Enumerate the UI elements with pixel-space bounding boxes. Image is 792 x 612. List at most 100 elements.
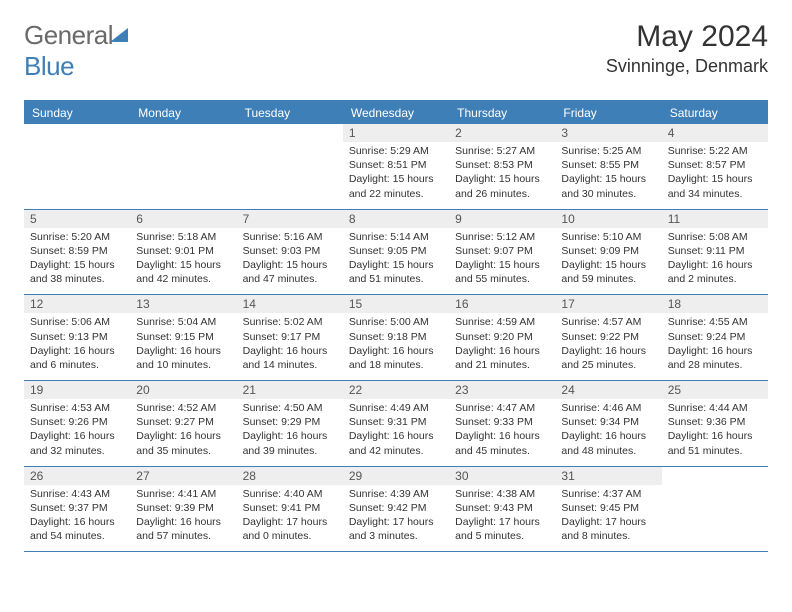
sunset-text: Sunset: 9:17 PM — [243, 330, 337, 344]
day-cell: 10Sunrise: 5:10 AMSunset: 9:09 PMDayligh… — [555, 210, 661, 295]
day-cell: 22Sunrise: 4:49 AMSunset: 9:31 PMDayligh… — [343, 381, 449, 466]
daylight-text: Daylight: 15 hours and 55 minutes. — [455, 258, 549, 286]
day-number: 6 — [130, 210, 236, 228]
daylight-text: Daylight: 16 hours and 28 minutes. — [668, 344, 762, 372]
day-number: 1 — [343, 124, 449, 142]
day-number: 19 — [24, 381, 130, 399]
daylight-text: Daylight: 16 hours and 14 minutes. — [243, 344, 337, 372]
sunrise-text: Sunrise: 5:14 AM — [349, 230, 443, 244]
daylight-text: Daylight: 15 hours and 34 minutes. — [668, 172, 762, 200]
day-cell: 9Sunrise: 5:12 AMSunset: 9:07 PMDaylight… — [449, 210, 555, 295]
sunset-text: Sunset: 9:13 PM — [30, 330, 124, 344]
day-info: Sunrise: 5:02 AMSunset: 9:17 PMDaylight:… — [243, 315, 337, 372]
day-info: Sunrise: 4:46 AMSunset: 9:34 PMDaylight:… — [561, 401, 655, 458]
sunrise-text: Sunrise: 4:39 AM — [349, 487, 443, 501]
day-info: Sunrise: 4:41 AMSunset: 9:39 PMDaylight:… — [136, 487, 230, 544]
logo: General Blue — [24, 20, 128, 82]
sunrise-text: Sunrise: 4:40 AM — [243, 487, 337, 501]
day-cell: 7Sunrise: 5:16 AMSunset: 9:03 PMDaylight… — [237, 210, 343, 295]
day-cell: 29 Sunrise: 4:39 AMSunset: 9:42 PMDayligh… — [343, 467, 449, 552]
logo-sail-icon — [110, 28, 128, 42]
empty-cell — [662, 467, 768, 552]
day-number: 14 — [237, 295, 343, 313]
day-cell: 27Sunrise: 4:41 AMSunset: 9:39 PMDayligh… — [130, 467, 236, 552]
sunset-text: Sunset: 9:09 PM — [561, 244, 655, 258]
day-info: Sunrise: 5:08 AMSunset: 9:11 PMDaylight:… — [668, 230, 762, 287]
day-info: Sunrise: 4:38 AMSunset: 9:43 PMDaylight:… — [455, 487, 549, 544]
sunset-text: Sunset: 8:53 PM — [455, 158, 549, 172]
sunrise-text: Sunrise: 5:04 AM — [136, 315, 230, 329]
logo-text: General Blue — [24, 20, 128, 82]
day-info: Sunrise: 5:12 AMSunset: 9:07 PMDaylight:… — [455, 230, 549, 287]
day-cell: 3Sunrise: 5:25 AMSunset: 8:55 PMDaylight… — [555, 124, 661, 209]
header: General Blue May 2024 Svinninge, Denmark — [24, 20, 768, 82]
day-number: 15 — [343, 295, 449, 313]
sunset-text: Sunset: 9:01 PM — [136, 244, 230, 258]
day-info: Sunrise: 4:50 AMSunset: 9:29 PMDaylight:… — [243, 401, 337, 458]
day-number: 7 — [237, 210, 343, 228]
sunrise-text: Sunrise: 4:38 AM — [455, 487, 549, 501]
day-cell: 30Sunrise: 4:38 AMSunset: 9:43 PMDayligh… — [449, 467, 555, 552]
week-row: 19Sunrise: 4:53 AMSunset: 9:26 PMDayligh… — [24, 381, 768, 467]
week-row: 12Sunrise: 5:06 AMSunset: 9:13 PMDayligh… — [24, 295, 768, 381]
day-info: Sunrise: 4:44 AMSunset: 9:36 PMDaylight:… — [668, 401, 762, 458]
day-info: Sunrise: 5:06 AMSunset: 9:13 PMDaylight:… — [30, 315, 124, 372]
sunrise-text: Sunrise: 4:55 AM — [668, 315, 762, 329]
day-cell: 20Sunrise: 4:52 AMSunset: 9:27 PMDayligh… — [130, 381, 236, 466]
sunrise-text: Sunrise: 4:49 AM — [349, 401, 443, 415]
sunrise-text: Sunrise: 4:37 AM — [561, 487, 655, 501]
day-info: Sunrise: 5:10 AMSunset: 9:09 PMDaylight:… — [561, 230, 655, 287]
sunset-text: Sunset: 9:05 PM — [349, 244, 443, 258]
sunrise-text: Sunrise: 5:16 AM — [243, 230, 337, 244]
day-cell: 25 Sunrise: 4:44 AMSunset: 9:36 PMDayligh… — [662, 381, 768, 466]
logo-blue: Blue — [24, 51, 74, 81]
day-info: Sunrise: 5:00 AMSunset: 9:18 PMDaylight:… — [349, 315, 443, 372]
day-cell: 4Sunrise: 5:22 AMSunset: 8:57 PMDaylight… — [662, 124, 768, 209]
day-number: 29 — [343, 467, 449, 485]
sunset-text: Sunset: 9:15 PM — [136, 330, 230, 344]
sunset-text: Sunset: 8:59 PM — [30, 244, 124, 258]
day-cell: 31Sunrise: 4:37 AMSunset: 9:45 PMDayligh… — [555, 467, 661, 552]
day-header-row: SundayMondayTuesdayWednesdayThursdayFrid… — [24, 102, 768, 124]
day-cell: 8Sunrise: 5:14 AMSunset: 9:05 PMDaylight… — [343, 210, 449, 295]
sunset-text: Sunset: 9:20 PM — [455, 330, 549, 344]
daylight-text: Daylight: 17 hours and 3 minutes. — [349, 515, 443, 543]
day-header-friday: Friday — [555, 102, 661, 124]
daylight-text: Daylight: 16 hours and 10 minutes. — [136, 344, 230, 372]
day-number: 23 — [449, 381, 555, 399]
location: Svinninge, Denmark — [606, 56, 768, 77]
sunrise-text: Sunrise: 4:44 AM — [668, 401, 762, 415]
day-info: Sunrise: 4:40 AMSunset: 9:41 PMDaylight:… — [243, 487, 337, 544]
sunrise-text: Sunrise: 5:27 AM — [455, 144, 549, 158]
week-row: 1 Sunrise: 5:29 AMSunset: 8:51 PMDaylight… — [24, 124, 768, 210]
day-cell: 19Sunrise: 4:53 AMSunset: 9:26 PMDayligh… — [24, 381, 130, 466]
sunset-text: Sunset: 9:29 PM — [243, 415, 337, 429]
month-title: May 2024 — [606, 20, 768, 54]
sunset-text: Sunset: 8:55 PM — [561, 158, 655, 172]
sunset-text: Sunset: 9:07 PM — [455, 244, 549, 258]
day-info: Sunrise: 5:18 AMSunset: 9:01 PMDaylight:… — [136, 230, 230, 287]
sunrise-text: Sunrise: 5:20 AM — [30, 230, 124, 244]
daylight-text: Daylight: 15 hours and 30 minutes. — [561, 172, 655, 200]
day-number: 24 — [555, 381, 661, 399]
title-block: May 2024 Svinninge, Denmark — [606, 20, 768, 77]
day-number: 13 — [130, 295, 236, 313]
daylight-text: Daylight: 16 hours and 57 minutes. — [136, 515, 230, 543]
daylight-text: Daylight: 16 hours and 42 minutes. — [349, 429, 443, 457]
day-number: 25 — [662, 381, 768, 399]
day-number: 22 — [343, 381, 449, 399]
day-number: 20 — [130, 381, 236, 399]
sunset-text: Sunset: 9:27 PM — [136, 415, 230, 429]
sunrise-text: Sunrise: 5:00 AM — [349, 315, 443, 329]
day-cell: 2Sunrise: 5:27 AMSunset: 8:53 PMDaylight… — [449, 124, 555, 209]
sunset-text: Sunset: 9:36 PM — [668, 415, 762, 429]
sunset-text: Sunset: 9:34 PM — [561, 415, 655, 429]
sunset-text: Sunset: 9:42 PM — [349, 501, 443, 515]
daylight-text: Daylight: 16 hours and 51 minutes. — [668, 429, 762, 457]
sunset-text: Sunset: 9:03 PM — [243, 244, 337, 258]
sunrise-text: Sunrise: 4:43 AM — [30, 487, 124, 501]
calendar: SundayMondayTuesdayWednesdayThursdayFrid… — [24, 100, 768, 552]
day-info: Sunrise: 5:29 AMSunset: 8:51 PMDaylight:… — [349, 144, 443, 201]
day-cell: 13 Sunrise: 5:04 AMSunset: 9:15 PMDayligh… — [130, 295, 236, 380]
day-number: 21 — [237, 381, 343, 399]
